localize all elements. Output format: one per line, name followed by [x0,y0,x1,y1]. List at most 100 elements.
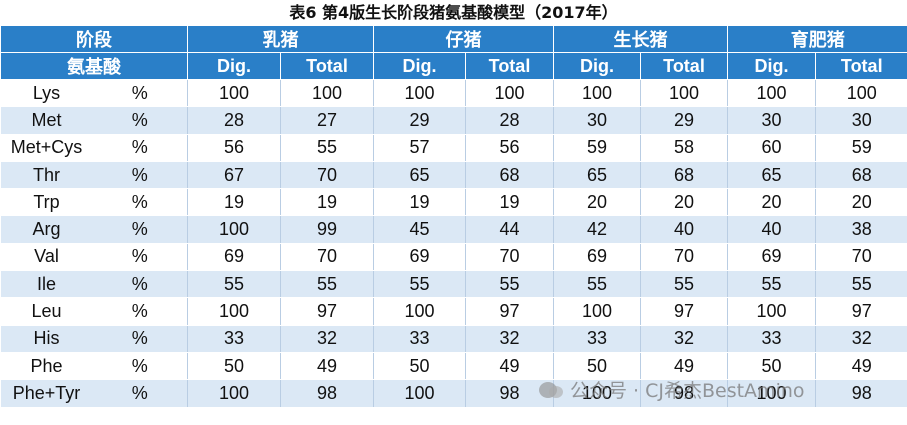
value-cell: 68 [465,161,554,190]
value-cell: 28 [187,106,281,135]
value-cell: 100 [280,79,374,108]
header-row: 氨基酸 Dig. Total Dig. Total Dig. Total Dig. Total [0,52,907,80]
value-cell: 28 [465,106,554,135]
subcolumn-header: Dig. [553,52,641,80]
value-cell: 30 [727,106,816,135]
subcolumn-header: Dig. [187,52,281,80]
value-cell: 19 [465,188,554,217]
label-cell: Ile [0,270,93,299]
value-cell: 98 [465,379,554,408]
label-cell: Leu [0,297,93,326]
label-cell: Phe+Tyr [0,379,93,408]
subcolumn-header: Dig. [727,52,816,80]
value-cell: 98 [280,379,374,408]
value-cell: 55 [727,270,816,299]
value-cell: 65 [553,161,641,190]
value-cell: 97 [280,297,374,326]
value-cell: 38 [815,215,907,244]
value-cell: 67 [187,161,281,190]
value-cell: 68 [640,161,728,190]
value-cell: 55 [373,270,466,299]
value-cell: 100 [640,79,728,108]
table-row: Thr% 67 70 65 68 65 68 65 68 [0,161,907,190]
value-cell: 100 [187,379,281,408]
amino-acid-table: 阶段 乳猪 仔猪 生长猪 育肥猪 氨基酸 Dig. Total Dig. Total Dig. To… [0,26,907,408]
value-cell: 20 [640,188,728,217]
subcolumn-header: Total [640,52,728,80]
value-cell: 100 [187,297,281,326]
table-row: Met+Cys% 56 55 57 56 59 58 60 59 [0,134,907,162]
value-cell: 59 [815,134,907,162]
value-cell: 50 [727,352,816,381]
table-row: His% 33 32 33 32 33 32 33 32 [0,325,907,353]
value-cell: 32 [280,325,374,353]
table-row: Leu% 100 97 100 97 100 97 100 97 [0,297,907,326]
value-cell: 97 [465,297,554,326]
value-cell: 32 [640,325,728,353]
watermark-text: 公众号 · CJ希杰BestAmino [570,380,805,402]
watermark-icon [539,381,563,398]
value-cell: 70 [815,243,907,272]
label-cell: % [92,297,188,326]
value-cell: 32 [815,325,907,353]
value-cell: 30 [815,106,907,135]
value-cell: 44 [465,215,554,244]
value-cell: 55 [553,270,641,299]
value-cell: 49 [280,352,374,381]
value-cell: 100 [553,79,641,108]
group-header: 乳猪 [187,26,374,53]
value-cell: 55 [640,270,728,299]
value-cell: 20 [727,188,816,217]
value-cell: 69 [373,243,466,272]
value-cell: 50 [373,352,466,381]
value-cell: 49 [465,352,554,381]
table-row: Lys% 100 100 100 100 100 100 100 100 [0,79,907,108]
value-cell: 27 [280,106,374,135]
value-cell: 20 [553,188,641,217]
label-cell: % [92,379,188,408]
value-cell: 40 [640,215,728,244]
table-row: Val% 69 70 69 70 69 70 69 70 [0,243,907,272]
label-cell: % [92,106,188,135]
value-cell: 70 [465,243,554,272]
value-cell: 97 [640,297,728,326]
value-cell: 68 [815,161,907,190]
value-cell: 70 [640,243,728,272]
value-cell: 56 [465,134,554,162]
group-header: 生长猪 [553,26,728,53]
value-cell: 29 [373,106,466,135]
value-cell: 33 [727,325,816,353]
value-cell: 100 [727,297,816,326]
header-cell: 氨基酸 [0,52,188,80]
value-cell: 55 [187,270,281,299]
value-cell: 98 [640,379,728,408]
label-cell: % [92,352,188,381]
value-cell: 100 [465,79,554,108]
table-row: Phe% 50 49 50 49 50 49 50 49 [0,352,907,381]
group-header: 育肥猪 [727,26,907,53]
value-cell: 70 [280,161,374,190]
label-cell: Arg [0,215,93,244]
value-cell: 100 [553,379,641,408]
label-cell: % [92,134,188,162]
value-cell: 57 [373,134,466,162]
subcolumn-header: Total [280,52,374,80]
value-cell: 100 [815,79,907,108]
label-cell: Met [0,106,93,135]
value-cell: 60 [727,134,816,162]
label-cell: Phe [0,352,93,381]
label-cell: Met+Cys [0,134,93,162]
label-cell: % [92,161,188,190]
table-row: Met% 28 27 29 28 30 29 30 30 [0,106,907,135]
value-cell: 58 [640,134,728,162]
table-header: 阶段 乳猪 仔猪 生长猪 育肥猪 氨基酸 Dig. Total Dig. Total Dig. To… [0,26,907,80]
value-cell: 100 [373,297,466,326]
value-cell: 70 [280,243,374,272]
subcolumn-header: Total [465,52,554,80]
value-cell: 33 [373,325,466,353]
table-row: Phe+Tyr% 100 98 100 98 100 98 100 98 [0,379,907,408]
value-cell: 49 [640,352,728,381]
value-cell: 30 [553,106,641,135]
value-cell: 99 [280,215,374,244]
